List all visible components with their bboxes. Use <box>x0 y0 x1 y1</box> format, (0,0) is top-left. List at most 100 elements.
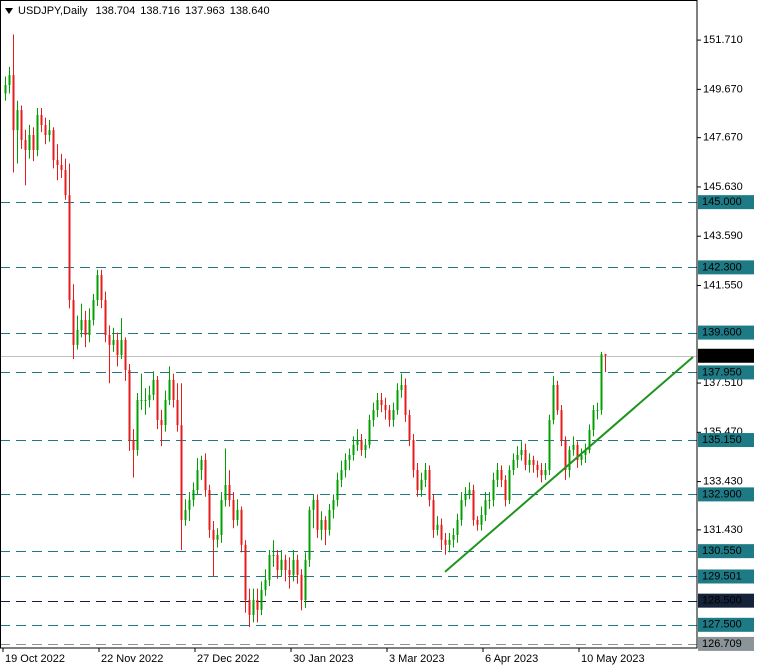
x-tick-label: 6 Apr 2023 <box>485 653 538 665</box>
candle-body <box>356 440 359 445</box>
candle-body <box>236 509 239 520</box>
candle-body <box>524 449 527 465</box>
candle-body <box>432 499 435 530</box>
candle-body <box>324 519 327 530</box>
candle-body <box>596 410 599 412</box>
level-label: 128.500 <box>702 595 742 607</box>
candle-body <box>52 130 55 161</box>
level-label-box <box>698 325 754 340</box>
candle-body <box>476 519 479 525</box>
candle-body <box>112 340 115 345</box>
candle-body <box>588 429 591 450</box>
candle-body <box>440 524 443 540</box>
candle-body <box>64 170 67 196</box>
candle-body <box>60 164 63 171</box>
y-tick-label: 143.590 <box>703 230 743 242</box>
collapse-icon[interactable] <box>5 8 13 14</box>
candle-body <box>272 555 275 557</box>
x-tick-label: 30 Jan 2023 <box>293 653 354 665</box>
candle-body <box>400 384 403 391</box>
candle-body <box>512 459 515 470</box>
candle-body <box>32 135 35 150</box>
candle-body <box>556 384 559 411</box>
candle-body <box>528 459 531 465</box>
level-label-box <box>698 617 754 632</box>
candle-body <box>560 410 563 441</box>
y-tick-label: 133.430 <box>703 475 743 487</box>
candle-body <box>496 469 499 480</box>
candle-body <box>348 455 351 460</box>
candle-body <box>428 469 431 500</box>
candle-body <box>120 340 123 356</box>
candle-body <box>8 75 11 86</box>
candle-body <box>340 469 343 480</box>
candle-body <box>248 599 251 615</box>
level-label-box <box>698 544 754 559</box>
candle-body <box>372 410 375 421</box>
candle-body <box>40 114 43 126</box>
level-label-box <box>698 636 754 651</box>
candle-body <box>252 599 255 615</box>
candle-body <box>156 379 159 421</box>
candle-body <box>300 574 303 600</box>
level-label-box <box>698 487 754 502</box>
level-label-box <box>698 260 754 275</box>
candle-body <box>224 484 227 500</box>
candle-body <box>28 135 31 150</box>
candle-body <box>572 444 575 450</box>
ohlc-value: 138.716 <box>140 5 180 17</box>
candle-body <box>268 555 271 580</box>
candle-body <box>448 539 451 545</box>
candle-body <box>212 529 215 540</box>
candle-body <box>12 75 15 131</box>
level-label: 129.501 <box>702 570 742 582</box>
level-label-box <box>698 593 754 608</box>
candle-body <box>548 420 551 470</box>
level-label: 137.950 <box>702 366 742 378</box>
candle-body <box>124 340 127 371</box>
candle-body <box>392 410 395 421</box>
candle-body <box>352 444 355 456</box>
candle-body <box>292 559 295 575</box>
candle-body <box>592 410 595 430</box>
trendline <box>444 356 694 573</box>
candle-body <box>436 524 439 530</box>
candle-body <box>296 559 299 575</box>
candle-body <box>148 394 151 400</box>
candle-body <box>388 410 391 421</box>
candle-body <box>460 499 463 520</box>
candle-body <box>452 534 455 540</box>
level-label: 126.709 <box>702 638 742 650</box>
candle-body <box>336 479 339 500</box>
y-tick-label: 131.430 <box>703 524 743 536</box>
candle-body <box>284 559 287 570</box>
candle-body <box>220 499 223 535</box>
candle-body <box>472 490 475 520</box>
bid-label-box <box>698 348 754 363</box>
level-label: 132.900 <box>702 488 742 500</box>
candle-body <box>48 130 51 136</box>
candle-body <box>36 114 39 150</box>
candle-body <box>56 160 59 165</box>
candle-body <box>316 499 319 530</box>
level-label: 135.150 <box>702 434 742 446</box>
candle-body <box>500 469 503 480</box>
candle-body <box>196 469 199 491</box>
candle-body <box>396 390 399 411</box>
level-label-box <box>698 433 754 448</box>
candle-body <box>368 420 371 445</box>
candle-body <box>508 469 511 500</box>
y-tick-label: 151.710 <box>703 34 743 46</box>
candle-body <box>232 499 235 520</box>
candle-body <box>468 490 471 495</box>
candle-body <box>200 459 203 470</box>
level-label: 139.600 <box>702 326 742 338</box>
candle-body <box>492 479 495 500</box>
candle-body <box>16 110 19 131</box>
y-tick-label: 145.630 <box>703 181 743 193</box>
candle-body <box>68 195 71 300</box>
candle-body <box>536 464 539 470</box>
symbol-label: USDJPY,Daily <box>18 5 88 17</box>
